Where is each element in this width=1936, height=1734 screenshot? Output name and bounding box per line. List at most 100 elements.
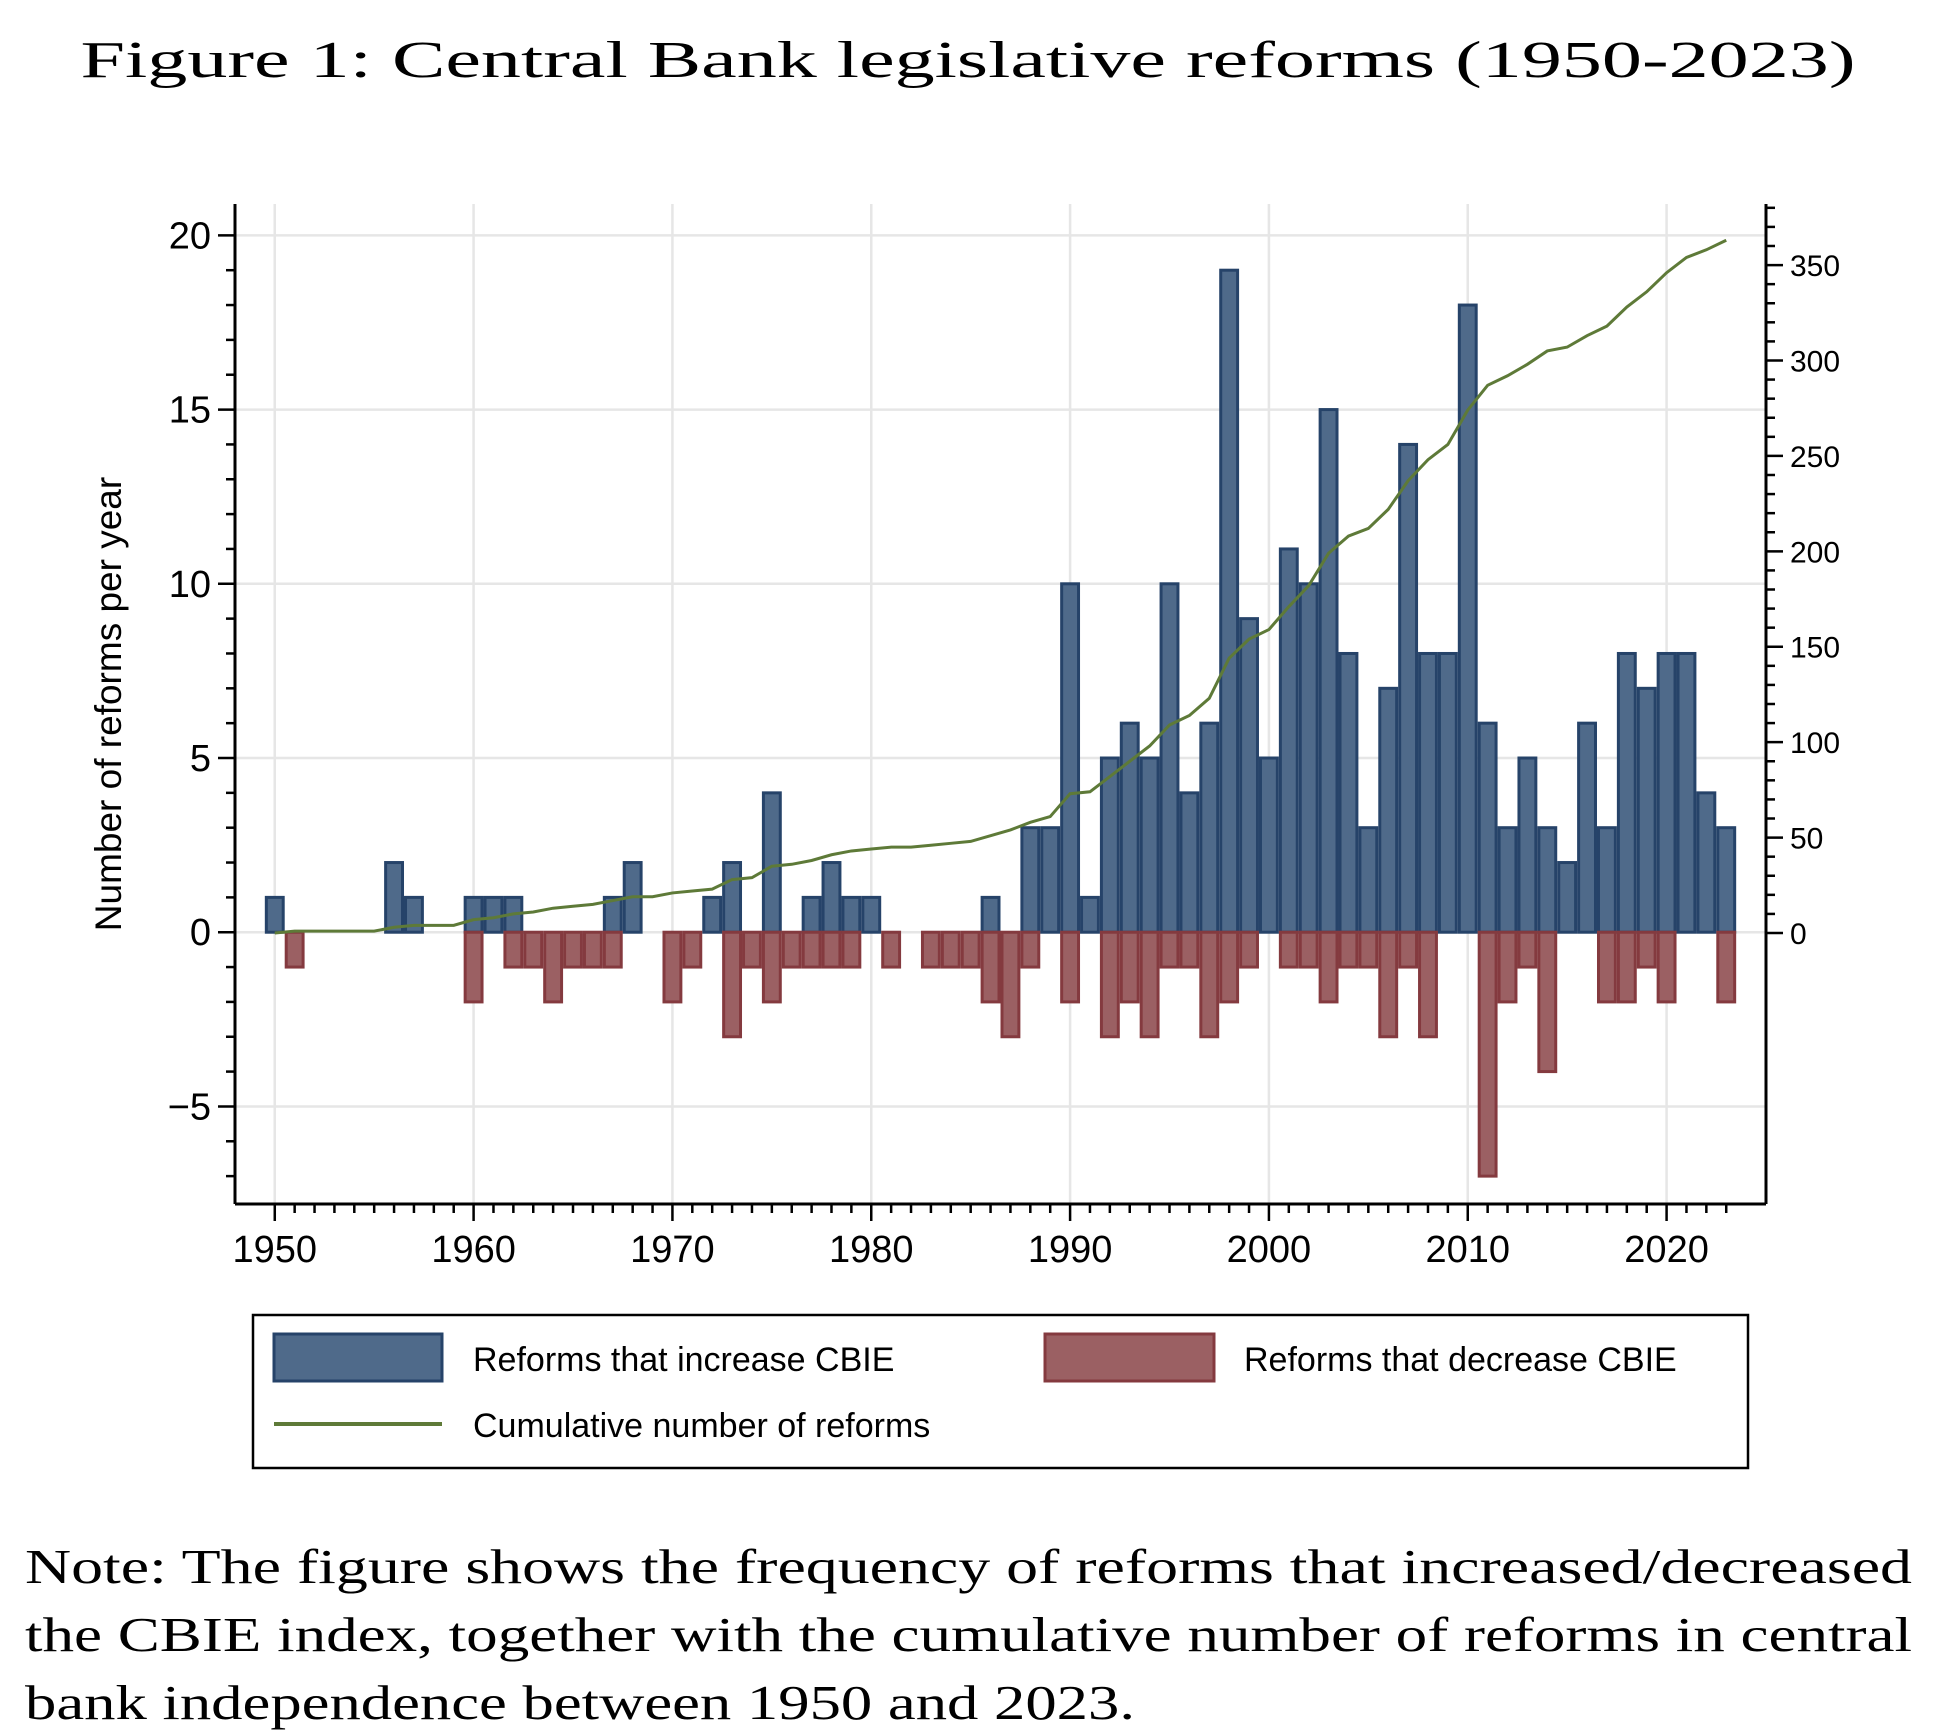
bar-decrease xyxy=(801,930,822,969)
bar-decrease xyxy=(1020,930,1041,969)
bar-increase xyxy=(1258,756,1279,934)
bar-increase xyxy=(1596,826,1617,934)
bar-decrease xyxy=(1000,930,1021,1039)
bar-increase xyxy=(702,895,723,934)
bar-decrease xyxy=(1716,930,1737,1004)
bar-decrease xyxy=(841,930,862,969)
bar-decrease xyxy=(1239,930,1259,969)
bar-increase xyxy=(1616,651,1637,934)
bar-decrease xyxy=(1318,930,1339,1004)
bar-increase xyxy=(1199,721,1220,934)
bar-increase xyxy=(861,895,882,934)
bar-increase xyxy=(1636,686,1657,934)
bar-increase xyxy=(483,895,504,934)
bar-decrease xyxy=(1199,930,1220,1039)
bar-decrease xyxy=(1477,930,1498,1178)
bar-increase xyxy=(1557,861,1578,934)
bar-decrease xyxy=(582,930,603,969)
x-tick-label: 2020 xyxy=(1624,1229,1709,1271)
bar-decrease xyxy=(1616,930,1637,1004)
bar-increase xyxy=(722,861,743,934)
bar-decrease xyxy=(1139,930,1160,1039)
y2-tick-label: 0 xyxy=(1790,918,1807,951)
bar-decrease xyxy=(602,930,623,969)
bar-decrease xyxy=(1418,930,1438,1039)
y2-tick-label: 250 xyxy=(1790,441,1840,474)
bar-increase xyxy=(1040,826,1061,934)
decrease-bars xyxy=(284,930,1737,1178)
x-tick-label: 1950 xyxy=(232,1229,317,1271)
increase-bars xyxy=(264,268,1737,934)
legend: Reforms that increase CBIE Reforms that … xyxy=(251,1313,1750,1470)
y2-tick-label: 150 xyxy=(1790,632,1840,665)
bar-decrease xyxy=(881,930,902,969)
y-tick-label: 15 xyxy=(169,390,211,432)
legend-box xyxy=(251,1313,1750,1470)
x-tick-label: 1980 xyxy=(829,1229,914,1271)
bar-increase xyxy=(1060,582,1081,934)
bar-decrease xyxy=(1338,930,1359,969)
bar-increase xyxy=(761,791,782,934)
bar-increase xyxy=(1099,756,1120,934)
bar-increase xyxy=(384,861,405,934)
x-tick-label: 1990 xyxy=(1028,1229,1113,1271)
bar-increase xyxy=(1239,617,1259,934)
bar-increase xyxy=(1696,791,1717,934)
y2-tick-label: 100 xyxy=(1790,727,1840,760)
bar-increase xyxy=(1398,442,1419,934)
legend-swatch-decrease xyxy=(1043,1332,1216,1383)
bar-increase xyxy=(1318,408,1339,934)
bar-decrease xyxy=(1278,930,1299,969)
bar-decrease xyxy=(1099,930,1120,1039)
bar-increase xyxy=(1338,651,1359,934)
legend-swatch-increase xyxy=(272,1332,444,1383)
bar-increase xyxy=(463,895,484,934)
bar-decrease xyxy=(1537,930,1558,1074)
bar-increase xyxy=(1418,651,1438,934)
bar-increase xyxy=(1179,791,1200,934)
bar-increase xyxy=(1537,826,1558,934)
bar-decrease xyxy=(563,930,583,969)
x-tick-label: 1960 xyxy=(431,1229,516,1271)
bar-decrease xyxy=(1179,930,1200,969)
bar-increase xyxy=(1298,582,1319,934)
gridlines xyxy=(235,204,1766,1204)
bar-decrease xyxy=(920,930,941,969)
bar-decrease xyxy=(1636,930,1657,969)
bar-decrease xyxy=(761,930,782,1004)
bar-increase xyxy=(1437,651,1458,934)
bar-decrease xyxy=(682,930,703,969)
bar-decrease xyxy=(781,930,802,969)
bar-decrease xyxy=(503,930,524,969)
legend-label-increase: Reforms that increase CBIE xyxy=(473,1341,894,1379)
bar-increase xyxy=(1676,651,1697,934)
bar-decrease xyxy=(1219,930,1240,1004)
bar-decrease xyxy=(722,930,743,1039)
bar-decrease xyxy=(463,930,484,1004)
bar-decrease xyxy=(1596,930,1617,1004)
bar-increase xyxy=(841,895,862,934)
bar-increase xyxy=(801,895,822,934)
bar-decrease xyxy=(1119,930,1140,1004)
bar-decrease xyxy=(1378,930,1399,1039)
bar-increase xyxy=(1577,721,1597,934)
note-line-1: Note: The figure shows the frequency of … xyxy=(25,1539,1912,1594)
bar-decrease xyxy=(284,930,305,969)
bar-increase xyxy=(1378,686,1399,934)
y-tick-label: 10 xyxy=(169,564,211,606)
legend-label-decrease: Reforms that decrease CBIE xyxy=(1244,1341,1677,1379)
bar-decrease xyxy=(821,930,842,969)
legend-label-cumulative: Cumulative number of reforms xyxy=(473,1407,930,1445)
bar-decrease xyxy=(1159,930,1180,969)
bar-decrease xyxy=(523,930,544,969)
bar-decrease xyxy=(960,930,981,969)
bar-increase xyxy=(1497,826,1518,934)
bar-increase xyxy=(1080,895,1100,934)
bar-increase xyxy=(1219,268,1240,934)
bar-decrease xyxy=(1656,930,1677,1004)
cumulative-line xyxy=(274,238,1727,935)
bar-increase xyxy=(821,861,842,934)
bar-increase xyxy=(1020,826,1041,934)
x-tick-label: 2000 xyxy=(1227,1229,1312,1271)
